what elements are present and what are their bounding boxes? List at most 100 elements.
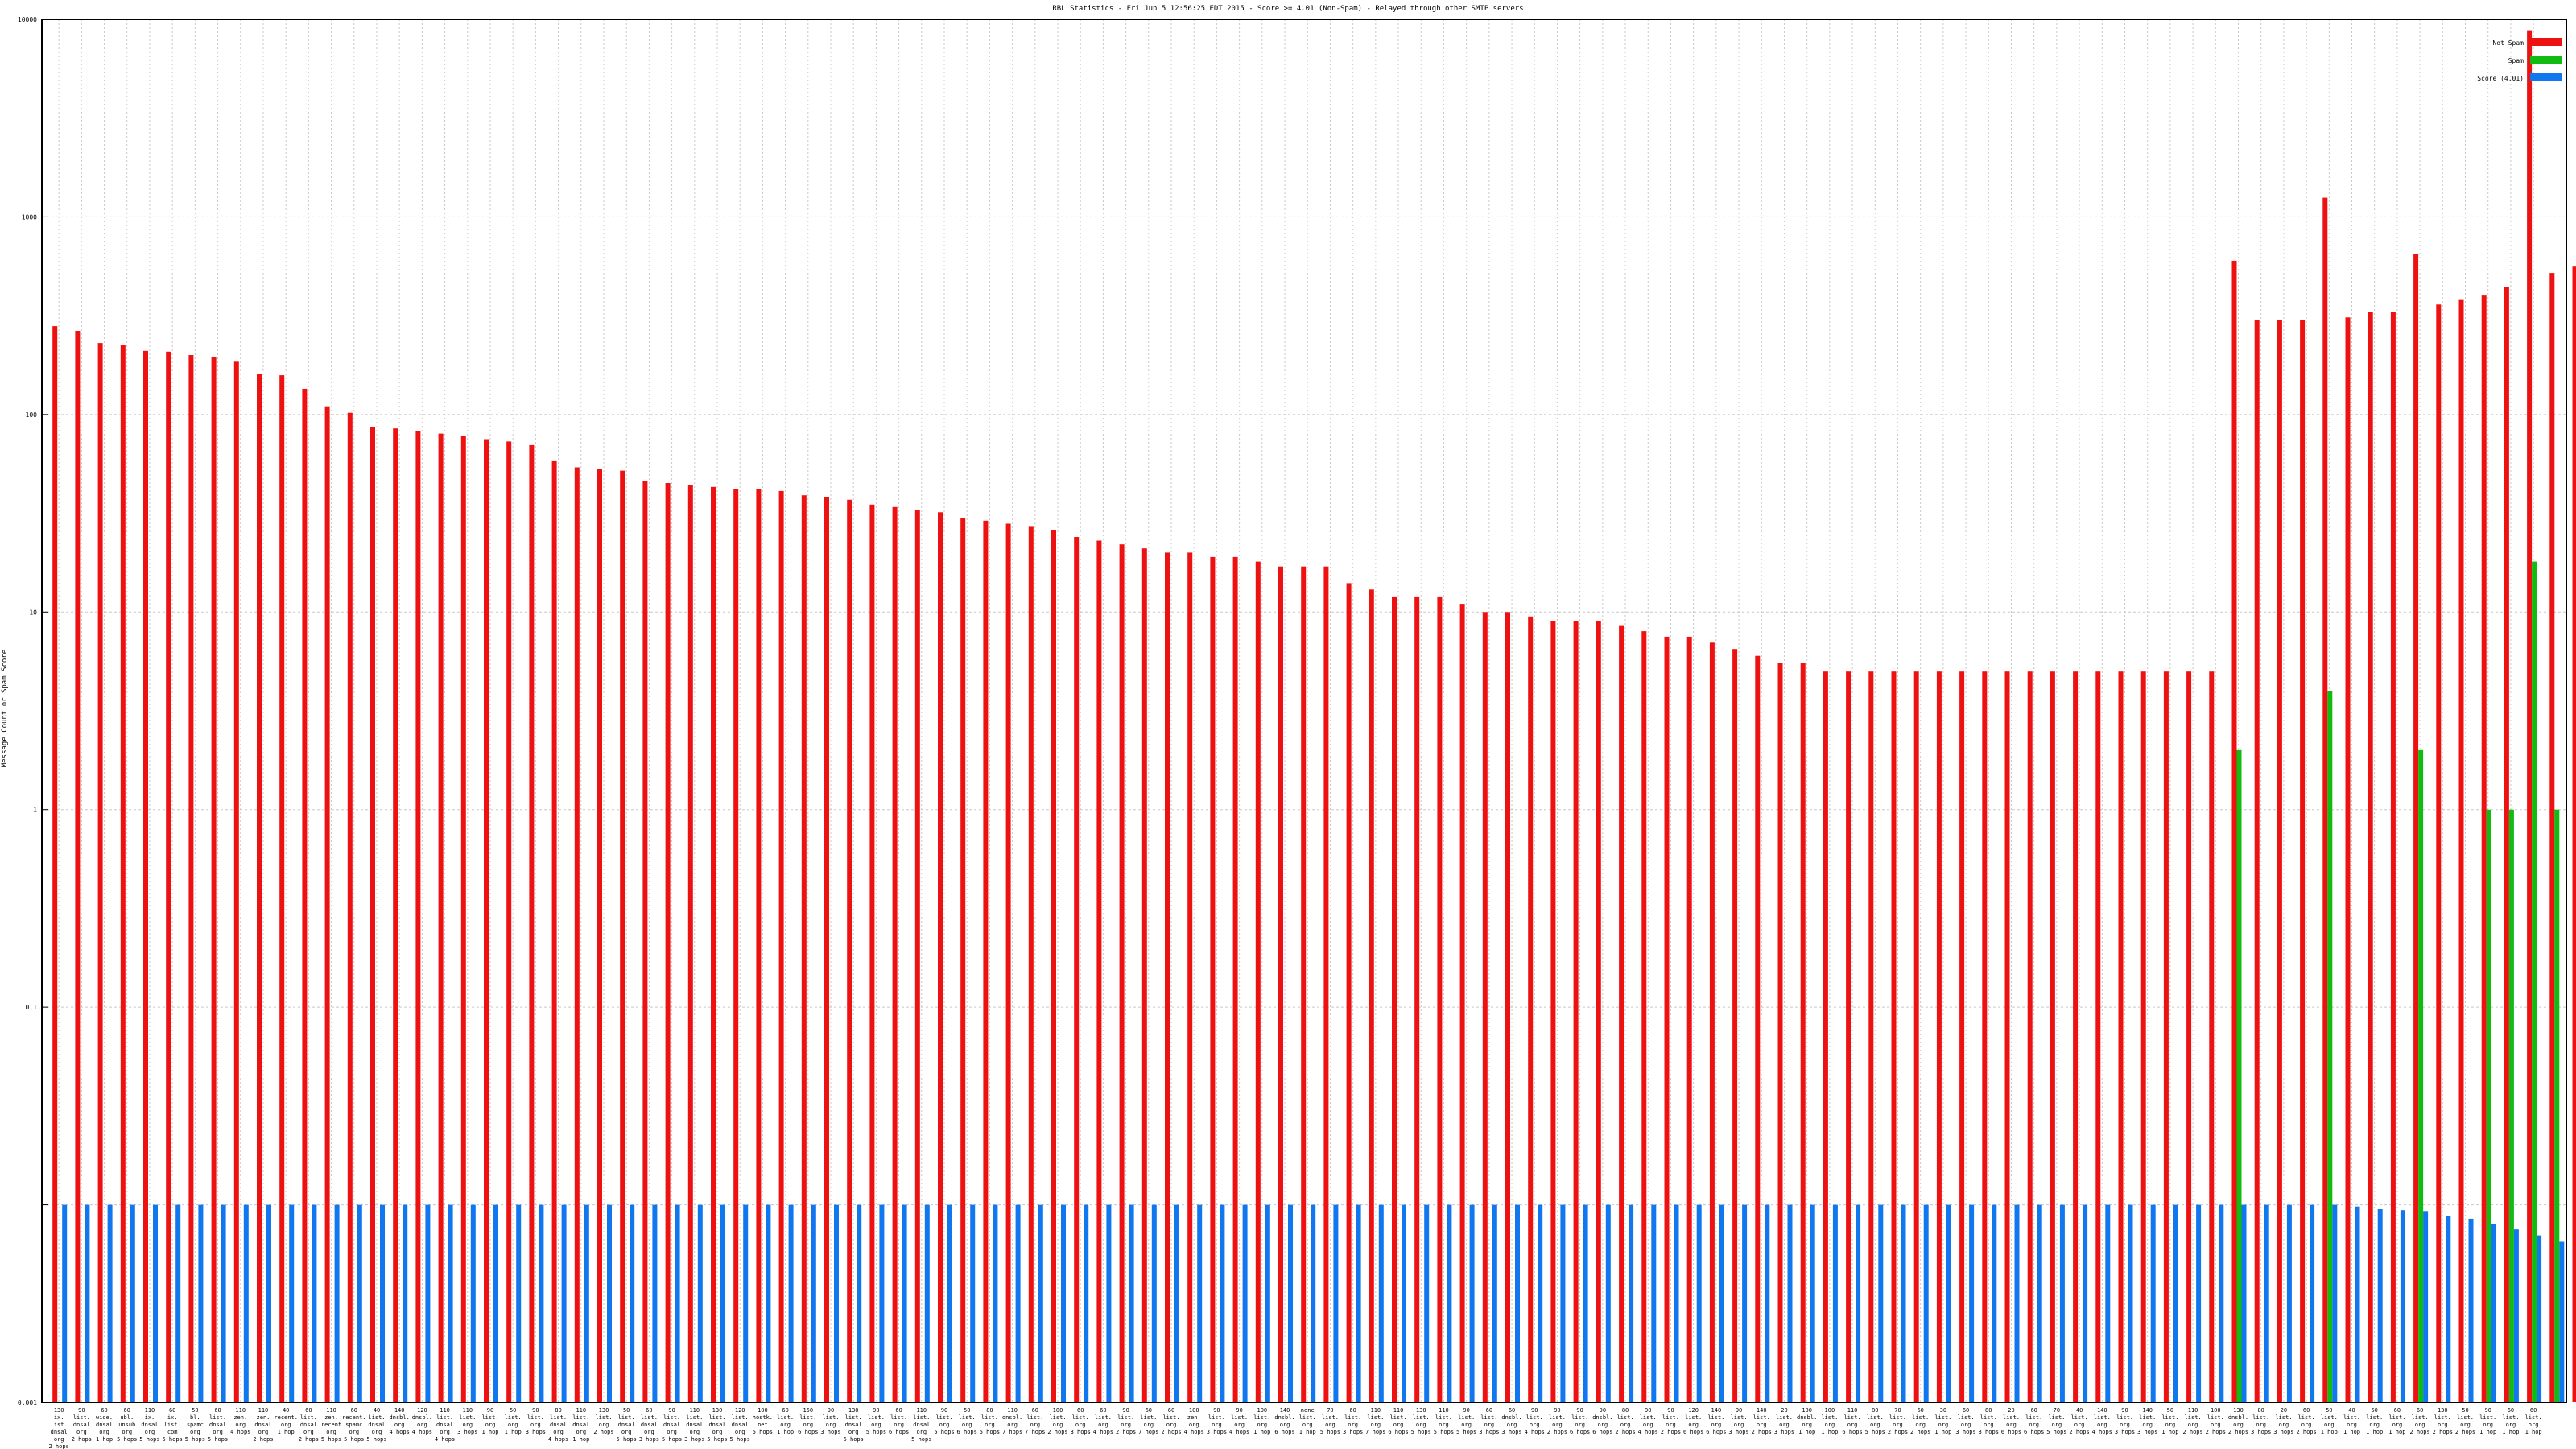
bar-notspam [1936,671,1942,1402]
x-tick-label: 110 dnsbl. org 7 hops [1002,1407,1022,1435]
bar-notspam [1255,561,1261,1402]
bar-notspam [551,460,557,1402]
x-tick-label: 60 list. org 4 hops [1093,1407,1113,1435]
bar-notspam [1051,530,1056,1402]
bar-notspam [2050,671,2055,1402]
bar-notspam [2549,273,2555,1403]
x-tick-label: 140 list. org 3 hops [2137,1407,2157,1435]
bar-score [1674,1204,1679,1402]
y-tick-label: 100 [26,411,38,419]
bar-notspam [1913,671,1919,1402]
x-tick-label: 80 list. org 3 hops [2251,1407,2271,1435]
x-tick-label: 140 list. org 4 hops [2092,1407,2112,1435]
bar-notspam [1005,523,1011,1402]
bar-score [697,1204,703,1402]
bar-notspam [2300,320,2306,1402]
bar-score [1447,1204,1452,1402]
bar-notspam [914,510,920,1402]
bar-notspam [1573,621,1579,1402]
bar-notspam [1187,552,1193,1402]
x-tick-label: 60 wide. dnsal org 1 hop [96,1407,113,1443]
bar-score [1856,1204,1861,1402]
bar-score [1923,1204,1929,1402]
bar-notspam [143,350,148,1402]
bar-notspam [1278,566,1283,1403]
bar-notspam [847,499,852,1402]
x-tick-label: 130 dnsbl. org 2 hops [2228,1407,2248,1435]
bar-notspam [801,495,807,1403]
x-tick-label: 140 list. org 6 hops [1706,1407,1726,1435]
bar-score [402,1204,408,1402]
x-tick-label: 90 list. org 2 hops [1547,1407,1567,1435]
x-tick-label: 60 list. org 7 hops [1025,1407,1045,1435]
bar-score [1515,1204,1520,1402]
x-tick-label: 60 ubl. unsub org 5 hops [117,1407,137,1443]
bar-score [1492,1204,1497,1402]
x-tick-label: 60 list. org 2 hops [2296,1407,2316,1435]
bar-score [1901,1204,1906,1402]
x-tick-label: 60 list. org 3 hops [1955,1407,1975,1435]
bar-spam [2508,809,2514,1402]
bar-score [970,1204,976,1402]
x-tick-label: 40 list. org 1 hop [2343,1407,2360,1435]
bar-notspam [233,361,239,1402]
x-tick-label: 110 list. org 2 hops [2182,1407,2202,1435]
bar-score [107,1204,113,1402]
bar-score [1311,1204,1316,1402]
bar-score [1288,1204,1293,1402]
x-tick-label: 110 list. org 5 hops [1434,1407,1454,1435]
bar-notspam [824,497,829,1402]
bar-notspam [211,357,217,1403]
x-tick-label: 100 list. org 1 hop [1821,1407,1838,1435]
x-tick-label: none list. org 1 hop [1299,1407,1316,1435]
x-tick-label: 90 list. org 3 hops [820,1407,840,1435]
bar-score [924,1204,930,1402]
bar-score [2377,1209,2383,1402]
bar-score [2310,1204,2315,1402]
x-tick-label: 100 list. org 2 hops [1047,1407,1067,1435]
x-tick-label: 80 list. org 3 hops [1979,1407,1999,1435]
bar-score [1129,1204,1134,1402]
x-tick-label: 60 list. org 1 hop [2502,1407,2519,1435]
x-tick-label: 90 list. org 3 hops [2115,1407,2135,1435]
bar-score [493,1204,498,1402]
x-tick-label: 110 list. org 6 hops [1842,1407,1862,1435]
bar-notspam [1664,636,1670,1402]
x-tick-label: 130 list. org 5 hops [1411,1407,1431,1435]
bar-score [266,1204,271,1402]
bar-notspam [938,512,943,1402]
x-tick-label: 90 list. org 3 hops [526,1407,546,1435]
bar-score [221,1204,226,1402]
bar-notspam [2481,295,2487,1403]
bar-score [1946,1204,1951,1402]
bar-notspam [529,444,535,1402]
bar-notspam [2368,312,2373,1403]
bar-notspam [2345,317,2351,1402]
x-tick-label: 20 list. org 3 hops [2273,1407,2293,1435]
bar-score [1696,1204,1702,1402]
bar-score [516,1204,522,1402]
x-tick-label: 110 list. org 7 hops [1365,1407,1385,1435]
bar-score [539,1204,544,1402]
bar-score [1742,1204,1748,1402]
x-tick-label: 140 list. org 2 hops [1752,1407,1772,1435]
x-tick-label: 60 list. org 1 hop [2525,1407,2542,1435]
bar-score [2241,1204,2247,1402]
bar-score [243,1204,249,1402]
bar-score [766,1204,771,1402]
bar-notspam [1868,671,1874,1402]
x-tick-label: 70 list. org 2 hops [1888,1407,1908,1435]
bar-spam [2418,749,2424,1402]
bar-spam [2532,561,2537,1402]
bar-score [993,1204,998,1402]
y-tick-label: 10 [29,609,37,616]
bar-notspam [415,431,421,1402]
x-tick-label: 90 list. org 3 hops [1728,1407,1748,1435]
bar-score [2219,1204,2224,1402]
x-tick-label: 60 list. dnsal org 5 hops [208,1407,228,1443]
bar-score [1832,1204,1838,1402]
bar-score [584,1204,589,1402]
x-tick-label: 90 list. dnsal org 2 hops [72,1407,92,1443]
bar-score [357,1204,362,1402]
x-tick-label: 130 list. dnsal org 6 hops [844,1407,864,1443]
